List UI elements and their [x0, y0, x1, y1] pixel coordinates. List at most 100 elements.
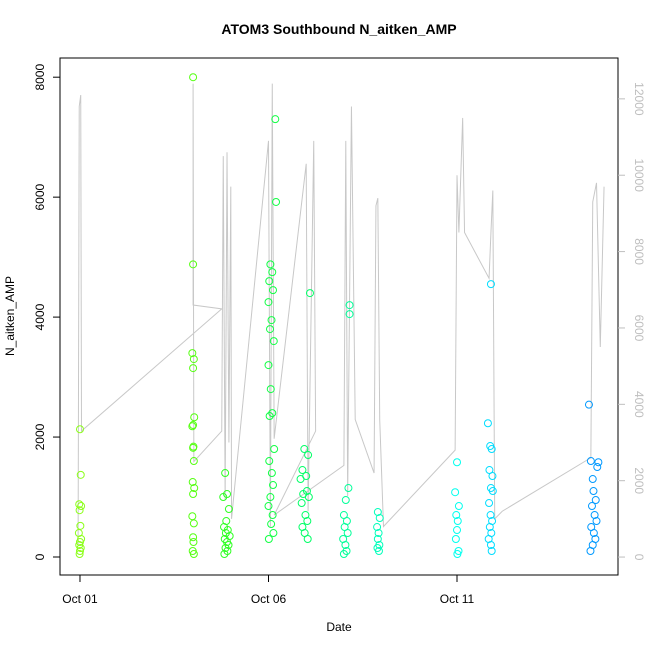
- point: [269, 337, 278, 346]
- y-tick-label: 2000: [33, 423, 47, 450]
- point: [266, 493, 275, 502]
- x-tick-label: Oct 11: [440, 592, 475, 606]
- point: [339, 550, 348, 559]
- point: [268, 268, 277, 277]
- x-tick-label: Oct 06: [251, 592, 287, 606]
- point: [188, 349, 197, 358]
- point: [487, 547, 496, 556]
- x-axis-label: Date: [326, 620, 352, 634]
- y-axis-label: N_aitken_AMP: [3, 276, 17, 356]
- y2-tick-label: 8000: [632, 238, 646, 265]
- point: [591, 496, 600, 505]
- point: [485, 523, 494, 532]
- point: [303, 517, 312, 526]
- point: [266, 385, 275, 394]
- point: [75, 425, 84, 434]
- point: [265, 277, 274, 286]
- point: [345, 301, 354, 310]
- y2-tick-label: 4000: [632, 391, 646, 418]
- point: [264, 361, 273, 370]
- point: [303, 535, 312, 544]
- point: [268, 511, 277, 520]
- point: [189, 73, 198, 82]
- chart-title: ATOM3 Southbound N_aitken_AMP: [221, 21, 456, 37]
- point: [587, 502, 596, 511]
- point: [270, 445, 279, 454]
- point: [592, 517, 601, 526]
- point: [264, 298, 273, 307]
- point: [374, 529, 383, 538]
- y2-tick-label: 0: [632, 554, 646, 561]
- point: [593, 463, 602, 472]
- point: [266, 325, 275, 334]
- point: [189, 519, 198, 528]
- point: [586, 547, 595, 556]
- point: [343, 529, 352, 538]
- point: [452, 511, 461, 520]
- point: [305, 289, 314, 298]
- point: [301, 511, 310, 520]
- point: [589, 529, 598, 538]
- point: [272, 197, 281, 206]
- point: [264, 502, 273, 511]
- point: [451, 535, 460, 544]
- point: [373, 535, 382, 544]
- point: [451, 488, 460, 497]
- point: [189, 533, 198, 542]
- point: [267, 469, 276, 478]
- point: [189, 443, 198, 452]
- point: [188, 422, 197, 431]
- point: [267, 520, 276, 529]
- point: [373, 508, 382, 517]
- point: [375, 514, 384, 523]
- point: [594, 458, 603, 467]
- point: [586, 457, 595, 466]
- point: [267, 316, 276, 325]
- point: [453, 526, 462, 535]
- y-tick-label: 8000: [33, 64, 47, 91]
- point: [219, 493, 228, 502]
- point: [483, 419, 492, 428]
- point: [344, 484, 353, 493]
- point: [265, 412, 274, 421]
- point: [487, 445, 496, 454]
- point: [75, 547, 84, 556]
- point: [296, 475, 305, 484]
- plot-frame: [59, 57, 619, 576]
- point: [190, 484, 199, 493]
- point: [189, 421, 198, 430]
- point: [77, 502, 86, 511]
- point: [76, 544, 85, 553]
- point: [190, 413, 199, 422]
- point: [75, 500, 84, 509]
- point: [75, 506, 84, 515]
- point: [488, 487, 497, 496]
- y2-tick-label: 2000: [632, 467, 646, 494]
- point: [588, 475, 597, 484]
- y2-tick-label: 12000: [632, 82, 646, 116]
- point: [453, 458, 462, 467]
- point: [189, 457, 198, 466]
- point: [341, 541, 350, 550]
- point: [589, 487, 598, 496]
- point: [188, 478, 197, 487]
- point: [298, 466, 307, 475]
- point: [486, 541, 495, 550]
- line: [77, 83, 605, 546]
- y2-tick-label: 6000: [632, 315, 646, 342]
- point: [297, 499, 306, 508]
- point: [189, 355, 198, 364]
- point: [75, 550, 84, 559]
- point: [269, 529, 278, 538]
- point: [75, 538, 84, 547]
- point: [220, 550, 229, 559]
- point: [189, 490, 198, 499]
- point: [266, 260, 275, 269]
- point: [453, 517, 462, 526]
- point: [189, 538, 198, 547]
- point: [269, 286, 278, 295]
- point: [590, 511, 599, 520]
- point: [224, 505, 233, 514]
